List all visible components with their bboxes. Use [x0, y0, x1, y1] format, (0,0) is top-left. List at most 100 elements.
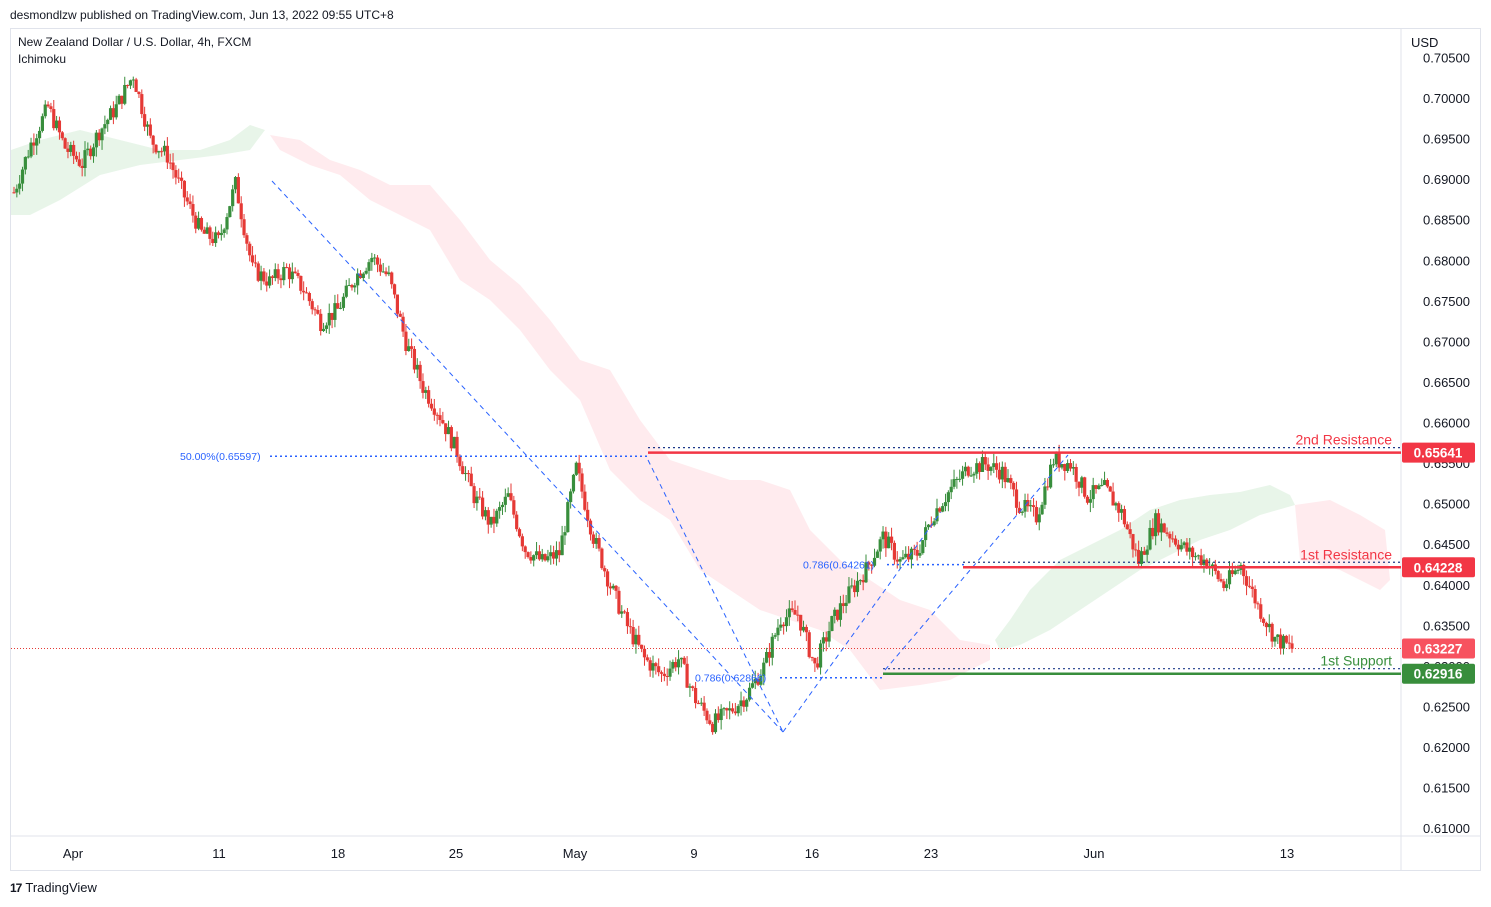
candle-body: [1014, 489, 1019, 508]
candle-body: [830, 616, 834, 631]
candle-body: [1080, 477, 1084, 488]
candle-body: [983, 457, 987, 465]
candle-body: [35, 138, 39, 146]
candle-body: [46, 104, 50, 107]
candle-body: [753, 678, 757, 684]
candle-body: [392, 284, 397, 295]
candle-body: [1185, 542, 1189, 552]
candle-body: [23, 157, 27, 170]
candle-body: [472, 486, 476, 504]
y-tick-label: 0.61500: [1423, 781, 1470, 796]
currency-label[interactable]: USD: [1411, 35, 1439, 50]
candle-body: [29, 142, 33, 157]
candle-body: [1003, 466, 1007, 483]
candle-body: [1287, 642, 1291, 644]
candle-body: [614, 585, 618, 591]
candle-body: [620, 611, 624, 614]
candle-body: [1029, 505, 1033, 507]
level-name-label: 1st Resistance: [1300, 546, 1392, 562]
candle-body: [642, 648, 647, 658]
candle-body: [728, 708, 732, 711]
candle-body: [324, 325, 328, 329]
candle-body: [26, 156, 30, 158]
candle-body: [1117, 503, 1121, 513]
candle-body: [779, 624, 783, 628]
candle-body: [248, 243, 252, 256]
candle-body: [512, 500, 516, 515]
candle-body: [1102, 480, 1107, 485]
candle-body: [935, 508, 939, 522]
y-tick-label: 0.67500: [1423, 294, 1470, 309]
candle-body: [966, 466, 970, 476]
symbol-legend[interactable]: New Zealand Dollar / U.S. Dollar, 4h, FX…: [18, 35, 252, 49]
candle-body: [543, 554, 547, 561]
candle-body: [745, 699, 749, 707]
candle-body: [157, 151, 161, 153]
candle-body: [296, 273, 300, 276]
candle-body: [350, 285, 354, 288]
candle-body: [461, 466, 465, 475]
candle-body: [356, 273, 360, 286]
candle-body: [1154, 513, 1158, 537]
candle-body: [972, 473, 976, 476]
candle-body: [381, 271, 385, 273]
candle-body: [143, 114, 147, 127]
candle-body: [608, 586, 612, 589]
candle-body: [91, 147, 96, 157]
candle-body: [640, 644, 644, 649]
candle-body: [1060, 464, 1064, 468]
candle-body: [57, 120, 62, 133]
candle-body: [1122, 509, 1127, 525]
candle-body: [997, 469, 1002, 480]
candle-body: [89, 148, 93, 157]
candle-body: [270, 276, 275, 278]
candle-body: [799, 614, 803, 631]
candle-body: [475, 496, 479, 504]
candle-body: [126, 84, 130, 86]
candle-body: [256, 263, 260, 281]
candle-body: [373, 257, 377, 259]
candle-body: [833, 609, 837, 617]
candle-body: [1225, 584, 1229, 588]
chart-frame: [10, 28, 1481, 871]
candle-body: [145, 124, 150, 127]
x-tick-label: Jun: [1084, 846, 1105, 861]
candle-body: [216, 232, 221, 236]
candle-body: [696, 703, 701, 705]
candle-body: [20, 169, 25, 184]
fib-level-label: 50.00%(0.65597): [180, 451, 261, 463]
candle-body: [730, 708, 735, 712]
candle-body: [907, 553, 911, 560]
level-price-label: 0.64228: [1414, 560, 1463, 575]
indicator-legend[interactable]: Ichimoku: [18, 52, 67, 66]
candle-body: [282, 267, 286, 281]
fib-level-label: 0.786(0.62866): [695, 673, 766, 685]
candle-body: [872, 557, 877, 566]
level-price-badge: [1402, 663, 1475, 684]
candle-body: [1290, 643, 1294, 649]
candle-body: [1077, 481, 1081, 488]
candle-body: [1017, 507, 1021, 513]
candle-body: [478, 496, 482, 498]
candle-body: [1006, 478, 1010, 483]
candle-body: [455, 436, 459, 457]
candle-body: [395, 294, 399, 314]
candle-body: [18, 183, 22, 189]
candle-body: [586, 509, 590, 521]
candle-body: [361, 273, 365, 279]
candle-body: [336, 303, 340, 309]
footer[interactable]: 17 TradingView: [10, 880, 97, 895]
candle-body: [97, 132, 101, 141]
candle-body: [307, 293, 311, 302]
candle-body: [1043, 486, 1047, 505]
candle-body: [875, 551, 879, 558]
candle-body: [571, 474, 576, 492]
candle-body: [290, 271, 294, 280]
candle-body: [818, 643, 823, 668]
candle-body: [262, 271, 266, 282]
candle-body: [1284, 635, 1288, 643]
candle-body: [197, 218, 201, 229]
candle-body: [228, 206, 232, 218]
y-tick-label: 0.70500: [1423, 50, 1470, 65]
